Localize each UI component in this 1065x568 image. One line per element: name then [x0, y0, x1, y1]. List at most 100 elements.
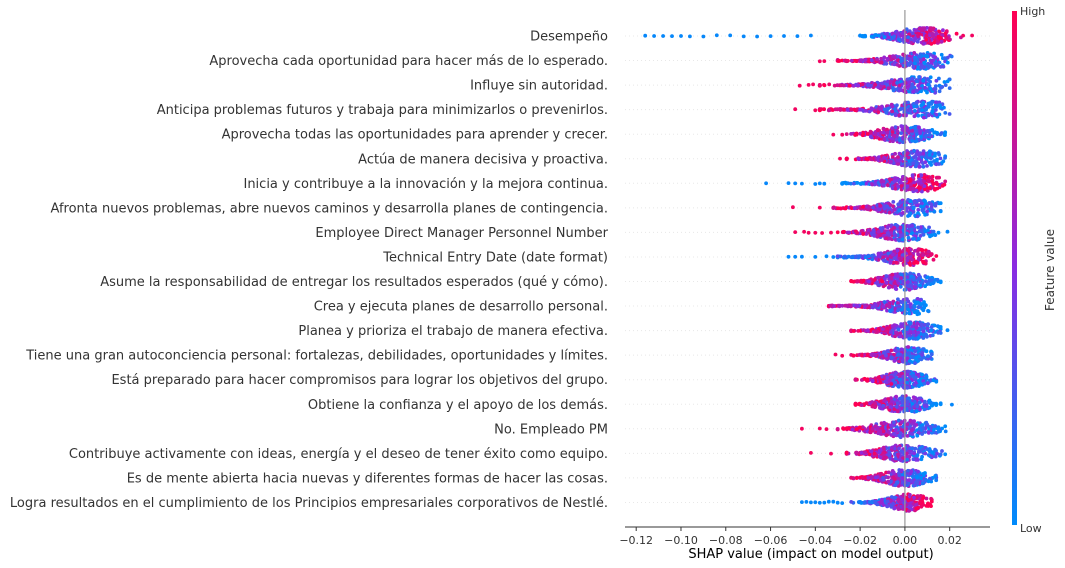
shap-point [835, 254, 840, 259]
feature-row-points [838, 148, 948, 169]
shap-point [881, 327, 885, 332]
shap-point [911, 373, 915, 378]
shap-point [917, 75, 921, 79]
shap-point-outlier [817, 59, 822, 64]
shap-point-outlier [817, 426, 822, 431]
shap-point [913, 36, 918, 40]
shap-point [884, 433, 889, 438]
shap-point-outlier [970, 33, 974, 38]
shap-point [876, 128, 880, 133]
shap-point [919, 173, 924, 178]
shap-point [898, 284, 903, 289]
shap-point [916, 272, 921, 277]
shap-point [881, 182, 886, 187]
shap-point [885, 56, 890, 61]
shap-point-outlier [817, 181, 822, 186]
shap-point [905, 356, 910, 361]
shap-point [915, 39, 920, 44]
shap-point [892, 207, 896, 212]
shap-point [889, 230, 894, 235]
shap-point [892, 281, 897, 285]
shap-point [930, 450, 935, 455]
shap-point [926, 309, 930, 313]
feature-row-points [833, 345, 934, 366]
shap-point [855, 231, 859, 235]
shap-point [892, 431, 896, 436]
shap-point [861, 181, 866, 186]
shap-point [910, 128, 915, 133]
shap-point [840, 181, 845, 186]
shap-point [882, 206, 887, 211]
shap-point [917, 383, 921, 388]
shap-point [877, 377, 882, 382]
shap-point [938, 132, 943, 137]
shap-point [864, 181, 869, 186]
shap-point [906, 280, 910, 284]
shap-point [927, 225, 931, 230]
feature-label: Influye sin autoridad. [470, 79, 608, 94]
shap-point [899, 347, 904, 352]
shap-point [889, 355, 894, 360]
feature-label: Anticipa problemas futuros y trabaja par… [157, 103, 608, 118]
shap-point [927, 160, 932, 165]
shap-point [928, 253, 933, 258]
shap-point [921, 101, 926, 105]
shap-point [869, 352, 874, 357]
shap-point [916, 252, 920, 257]
shap-point-outlier [838, 156, 842, 161]
shap-point [863, 57, 868, 62]
shap-point [860, 82, 865, 87]
shap-point [913, 349, 918, 354]
shap-point [923, 175, 927, 180]
shap-point [911, 205, 916, 210]
shap-point [849, 279, 854, 284]
shap-point-outlier [809, 33, 813, 38]
shap-point-outlier [714, 33, 719, 38]
shap-point-outlier [800, 254, 804, 259]
shap-point [928, 52, 933, 57]
shap-point [938, 280, 943, 285]
shap-point [907, 287, 912, 292]
shap-point [917, 185, 921, 190]
shap-point [909, 227, 914, 232]
shap-point [900, 106, 905, 111]
shap-point-outlier [661, 34, 665, 38]
shap-point [938, 156, 943, 161]
shap-point [853, 403, 858, 407]
shap-point [854, 427, 859, 432]
shap-point [937, 100, 942, 105]
shap-point [917, 32, 922, 36]
shap-point [925, 381, 930, 386]
shap-point [917, 256, 922, 261]
feature-row-points [800, 418, 948, 440]
shap-point [929, 202, 934, 207]
shap-point [887, 453, 892, 458]
shap-point [905, 385, 910, 390]
shap-point [894, 138, 899, 142]
shap-point [925, 209, 930, 214]
feature-row-points [793, 222, 950, 243]
shap-point [896, 237, 901, 242]
shap-point-outlier [961, 33, 965, 38]
shap-point [892, 420, 896, 425]
feature-label: Desempeño [530, 30, 608, 45]
shap-point [878, 455, 883, 460]
shap-point [926, 82, 931, 87]
shap-point [888, 177, 892, 182]
shap-point [867, 109, 872, 114]
shap-point [943, 429, 948, 434]
shap-point [917, 26, 922, 31]
shap-point [875, 135, 879, 140]
shap-point [921, 329, 926, 334]
feature-label: Es de mente abierta hacia nuevas y difer… [127, 471, 608, 486]
shap-point [907, 80, 912, 84]
shap-point [926, 249, 931, 254]
shap-point [937, 325, 941, 329]
shap-point [937, 201, 941, 206]
shap-point [892, 34, 897, 39]
shap-point [910, 31, 915, 35]
shap-point [919, 457, 924, 462]
shap-point [835, 427, 840, 432]
shap-point [895, 332, 899, 337]
shap-point [901, 206, 905, 211]
